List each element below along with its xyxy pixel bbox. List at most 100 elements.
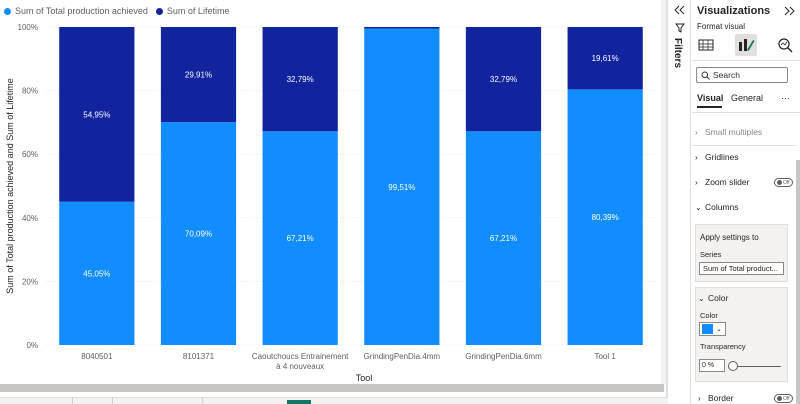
- active-page-tab[interactable]: [287, 400, 311, 404]
- legend-marker-lifetime: [155, 7, 163, 15]
- toggle-knob: [777, 396, 782, 401]
- bar-segment[interactable]: [160, 27, 237, 123]
- build-visual-icon[interactable]: [695, 34, 717, 56]
- bar-segment[interactable]: [567, 27, 643, 90]
- legend-label-lifetime[interactable]: Sum of Lifetime: [166, 6, 230, 16]
- x-tick-label: 8101371: [183, 352, 215, 361]
- tab-visual[interactable]: Visual: [697, 93, 724, 103]
- visualizations-pane: Visualizations Format visual Search Visu…: [692, 0, 800, 404]
- color-picker-button[interactable]: ⌄: [699, 322, 726, 336]
- bar-segment[interactable]: [262, 131, 338, 345]
- series-dropdown[interactable]: Sum of Total product...: [699, 262, 784, 275]
- data-label: 32,79%: [490, 75, 517, 84]
- data-label: 99,51%: [388, 183, 415, 192]
- chart-legend: Sum of Total production achieved Sum of …: [4, 6, 229, 16]
- y-tick-label: 40%: [22, 214, 38, 223]
- section-label: Columns: [705, 202, 739, 212]
- collapse-chevron-icon[interactable]: [674, 5, 686, 15]
- section-label: Zoom slider: [705, 177, 750, 187]
- page-tab-stub[interactable]: [112, 398, 113, 404]
- bar-segment[interactable]: [59, 201, 135, 345]
- border-toggle[interactable]: Off: [774, 394, 793, 403]
- data-label: 80,39%: [592, 213, 619, 222]
- bar-segment[interactable]: [567, 89, 643, 345]
- canvas-horizontal-scrollbar[interactable]: [0, 384, 664, 392]
- bar-segment[interactable]: [262, 27, 338, 132]
- chevron-down-icon: ⌄: [695, 202, 702, 212]
- x-tick-label: Caoutchoucs Entrainement à 4 nouveaux: [252, 352, 349, 371]
- data-label: 70,09%: [185, 230, 212, 239]
- apply-settings-label: Apply settings to: [700, 233, 759, 242]
- x-tick-label: GrindingPenDia.6mm: [465, 352, 542, 361]
- section-small-multiples[interactable]: › Small multiples: [695, 127, 762, 137]
- bar-segment[interactable]: [465, 27, 542, 132]
- section-zoom-slider[interactable]: › Zoom slider: [695, 177, 749, 187]
- format-visual-icon[interactable]: [735, 34, 757, 56]
- filters-pane-collapsed[interactable]: [669, 0, 691, 404]
- pane-divider: [692, 145, 796, 146]
- data-label: 67,21%: [287, 234, 314, 243]
- pane-subtitle: Format visual: [697, 22, 746, 31]
- chevron-right-icon: ›: [695, 152, 698, 162]
- page-tab-stub[interactable]: [202, 398, 203, 404]
- canvas-divider: [666, 0, 668, 397]
- more-options-icon[interactable]: ···: [781, 93, 790, 103]
- data-label: 45,05%: [83, 269, 110, 278]
- page-tab-stub[interactable]: [72, 398, 73, 404]
- chevron-down-icon: ⌄: [716, 326, 722, 333]
- bars: 45,05% 54,95% 70,09% 29,91% 67,21% 32,79% 99,5…: [59, 27, 643, 346]
- y-tick-label: 20%: [22, 277, 38, 286]
- search-placeholder: Search: [713, 70, 740, 80]
- section-color[interactable]: ⌄ Color: [698, 293, 728, 303]
- section-label: Color: [708, 293, 729, 303]
- y-tick-label: 100%: [18, 23, 38, 32]
- pane-divider: [692, 60, 800, 61]
- legend-marker-production: [4, 7, 11, 15]
- color-label: Color: [700, 311, 718, 320]
- transparency-slider-track[interactable]: [732, 366, 781, 367]
- bar-segment[interactable]: [364, 28, 440, 346]
- tab-general[interactable]: General: [731, 93, 764, 103]
- bar-segment[interactable]: [59, 27, 135, 202]
- canvas-vertical-scrollbar[interactable]: [661, 0, 666, 384]
- stacked-column-chart[interactable]: Sum of Total production achieved and Sum…: [0, 0, 666, 384]
- x-tick-label: GrindingPenDia.4mm: [364, 352, 441, 361]
- bar-segment[interactable]: [364, 27, 440, 29]
- y-tick-label: 60%: [22, 150, 38, 159]
- section-columns[interactable]: ⌄ Columns: [695, 202, 739, 212]
- x-tick-label: 8040501: [81, 352, 113, 361]
- search-icon: [701, 71, 710, 80]
- data-label: 19,61%: [592, 54, 619, 63]
- section-label: Gridlines: [705, 152, 739, 162]
- chevron-right-icon: ›: [698, 393, 701, 403]
- section-gridlines[interactable]: › Gridlines: [695, 152, 739, 162]
- data-label: 29,91%: [185, 71, 212, 80]
- tab-visual-underline: [697, 106, 722, 108]
- gridlines: [46, 26, 656, 346]
- pane-scrollbar[interactable]: [796, 160, 800, 404]
- bar-segment[interactable]: [160, 122, 237, 345]
- data-label: 54,95%: [83, 110, 110, 119]
- chevron-right-icon: ›: [695, 177, 698, 187]
- analytics-icon[interactable]: [774, 34, 796, 56]
- y-axis-ticks: 0% 20% 40% 60% 80% 100%: [18, 23, 38, 350]
- series-label: Series: [700, 250, 722, 259]
- filter-icon: [675, 23, 685, 33]
- color-swatch: [702, 324, 713, 334]
- section-border[interactable]: › Border: [698, 393, 734, 403]
- transparency-slider-thumb[interactable]: [728, 361, 738, 371]
- pane-divider: [692, 112, 800, 113]
- filters-label[interactable]: Filters: [672, 38, 683, 69]
- report-canvas: Sum of Total production achieved Sum of …: [0, 0, 666, 384]
- search-input[interactable]: Search: [696, 67, 788, 83]
- zoom-slider-toggle[interactable]: Off: [774, 178, 793, 187]
- page-tabs-bar: [0, 397, 668, 404]
- data-label: 67,21%: [490, 234, 517, 243]
- expand-chevron-icon[interactable]: [784, 6, 796, 16]
- transparency-input[interactable]: 0 %: [699, 359, 725, 372]
- bar-segment[interactable]: [465, 131, 542, 345]
- chevron-down-icon: ⌄: [698, 293, 705, 303]
- toggle-label: Off: [783, 179, 790, 186]
- chevron-right-icon: ›: [695, 127, 698, 137]
- legend-label-production[interactable]: Sum of Total production achieved: [15, 6, 148, 16]
